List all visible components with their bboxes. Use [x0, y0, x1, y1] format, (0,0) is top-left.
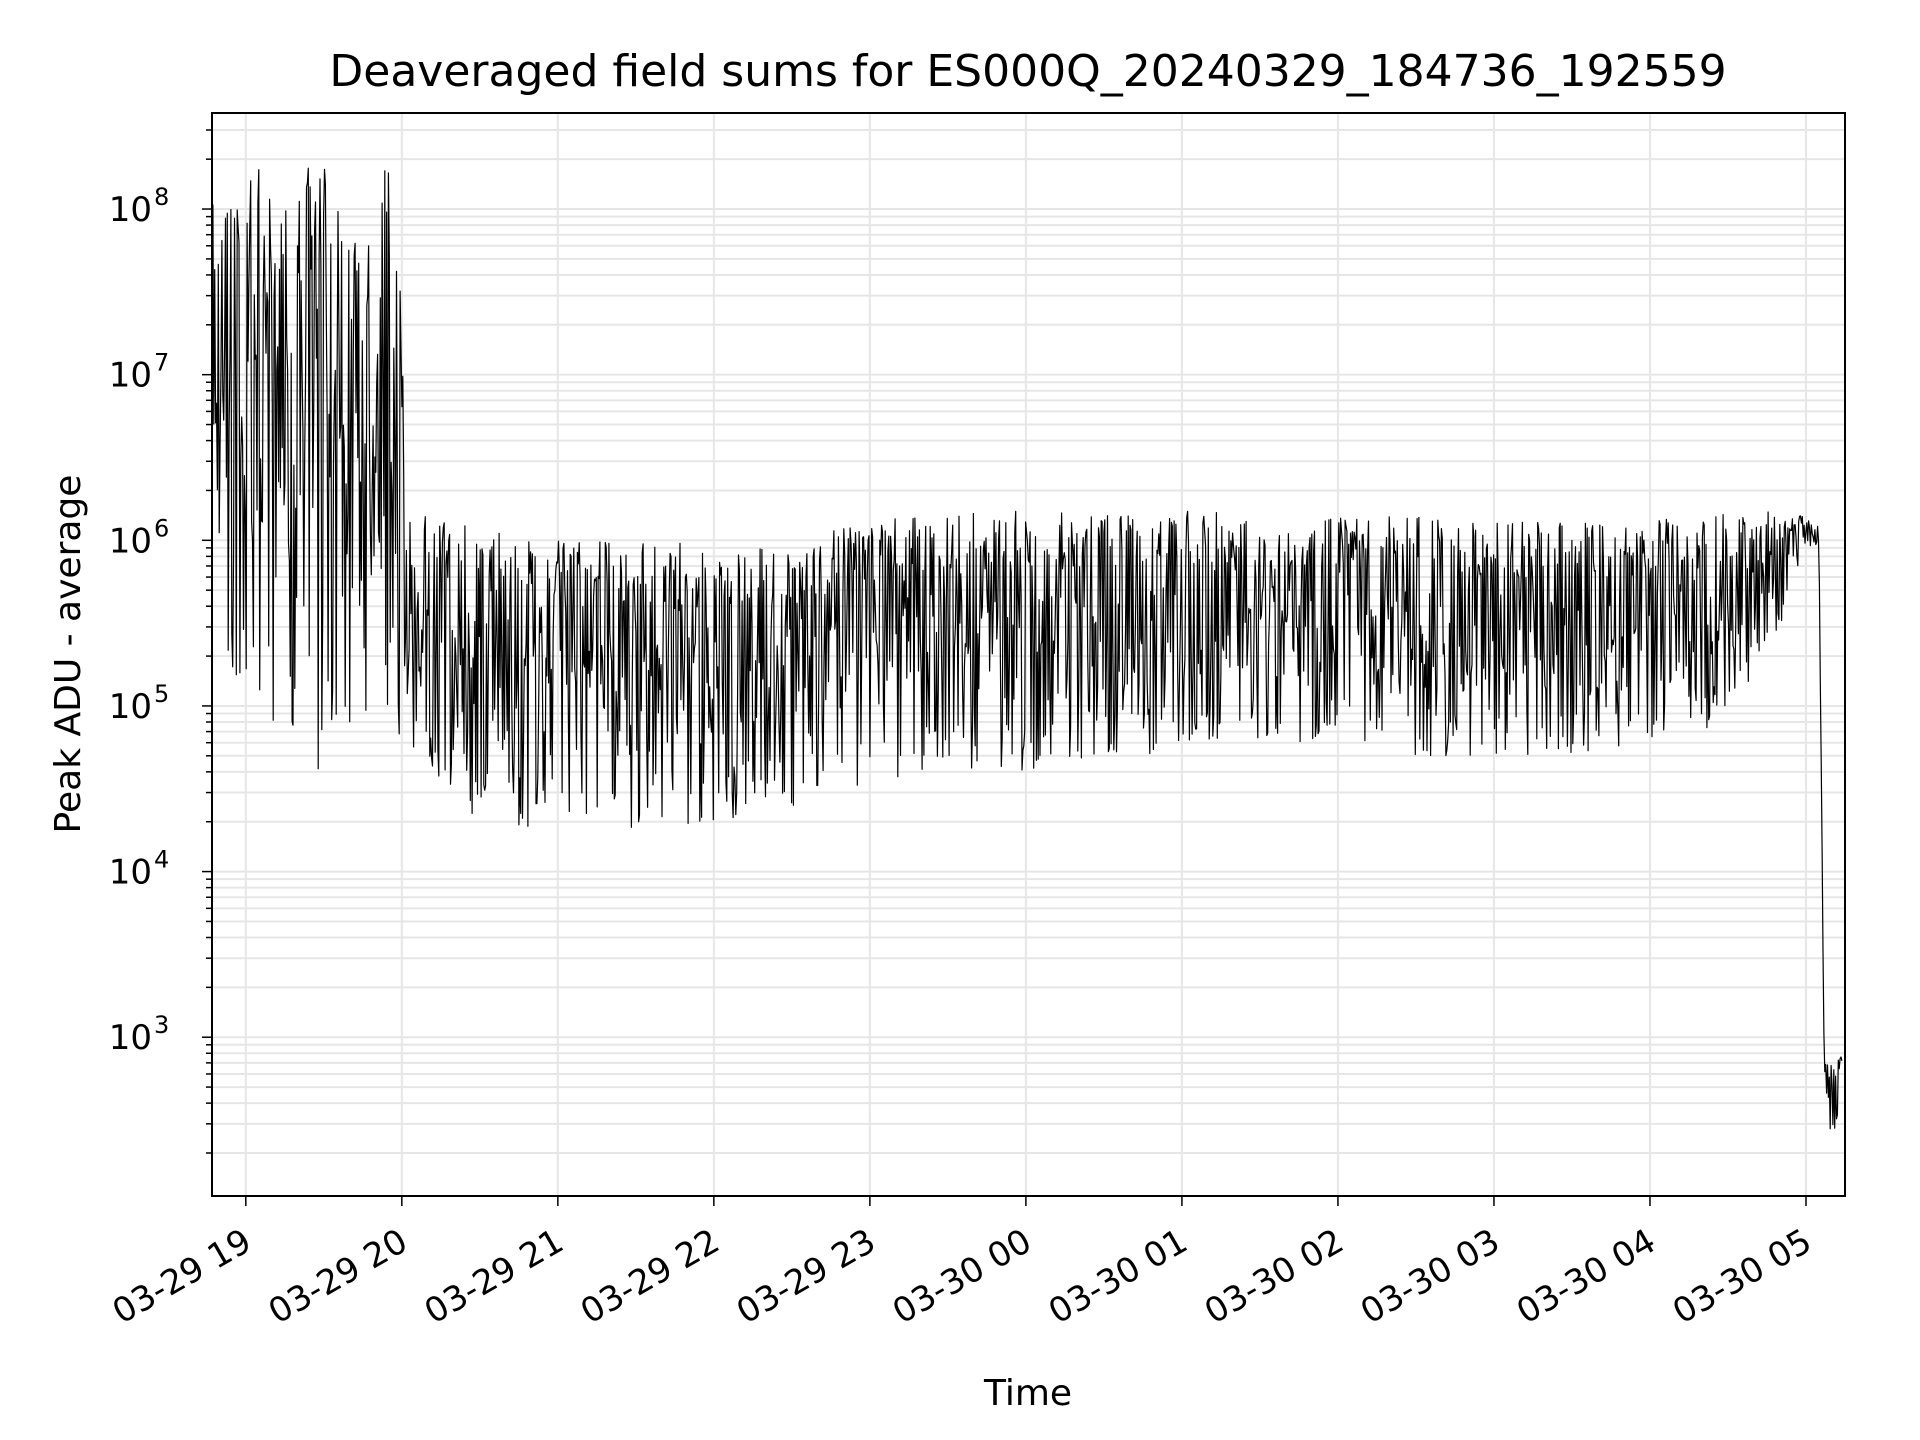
y-tick-label-exponent: 5: [154, 680, 169, 708]
y-tick-label-exponent: 7: [154, 349, 169, 377]
plot-frame: [211, 112, 1846, 1197]
y-tick-label-exponent: 4: [154, 846, 169, 874]
grid: [212, 113, 1845, 1196]
chart-title: Deaveraged field sums for ES000Q_2024032…: [329, 46, 1726, 97]
x-axis-label: Time: [983, 1373, 1072, 1414]
series-line: [211, 167, 1843, 1130]
y-tick-label: 10: [109, 356, 152, 396]
y-tick-label-exponent: 8: [154, 183, 169, 211]
y-tick-label-exponent: 6: [154, 514, 169, 542]
y-axis-label: Peak ADU - average: [48, 475, 89, 834]
y-tick-label: 10: [109, 1018, 152, 1058]
data-line: [211, 167, 1843, 1130]
y-tick-label: 10: [109, 853, 152, 893]
y-tick-label: 10: [109, 190, 152, 230]
y-tick-label-exponent: 3: [154, 1011, 169, 1039]
y-tick-label: 10: [109, 521, 152, 561]
y-tick-label: 10: [109, 687, 152, 727]
